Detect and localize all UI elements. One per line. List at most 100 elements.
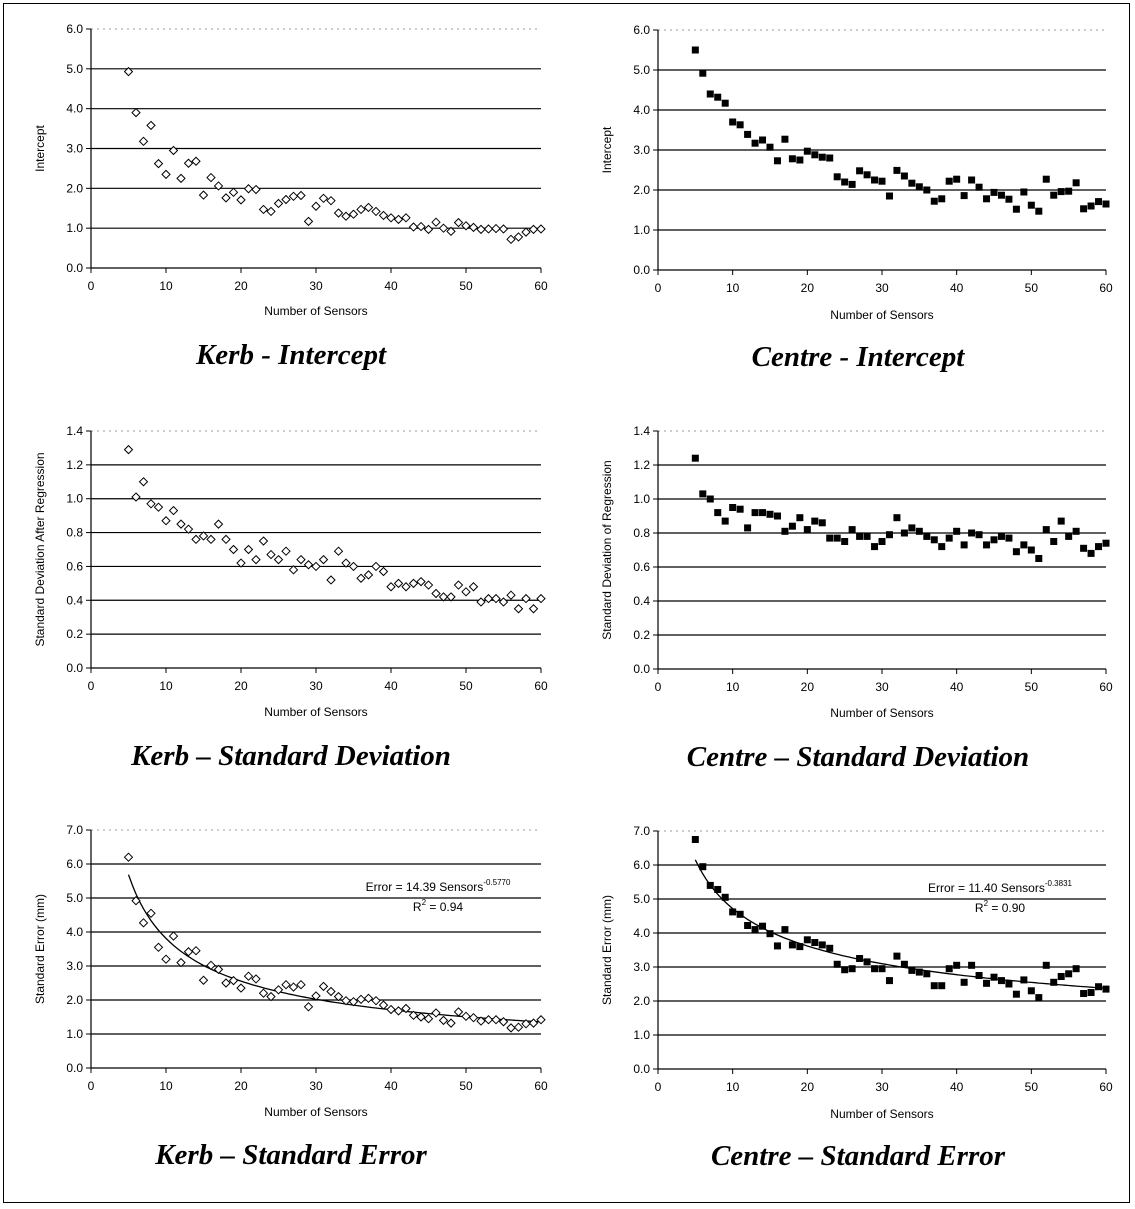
- data-point: [206, 172, 216, 183]
- chart-caption: Centre – Standard Deviation: [687, 741, 1029, 773]
- data-point: [699, 863, 707, 871]
- data-point: [699, 490, 707, 498]
- data-point: [773, 512, 781, 520]
- data-point: [281, 194, 291, 205]
- r-squared-label: R2 = 0.90: [975, 899, 1025, 915]
- y-tick-label: 0.8: [633, 526, 650, 540]
- data-point: [826, 944, 834, 952]
- data-point: [781, 135, 789, 143]
- data-point: [281, 546, 291, 556]
- y-tick-label: 0.0: [633, 263, 650, 277]
- data-point: [498, 224, 509, 234]
- data-point: [506, 234, 516, 245]
- data-point: [1020, 188, 1028, 196]
- data-point: [341, 211, 351, 221]
- data-point: [348, 209, 359, 219]
- chart-panel-6: 0.0 1.0 2.0 3.0 4.0 5.0 6.0 7.0 0 10 20 30 40 50 60 Num…: [600, 824, 1113, 1172]
- data-point: [796, 943, 804, 951]
- data-point: [198, 531, 209, 541]
- data-point: [885, 192, 893, 200]
- data-point: [191, 156, 201, 166]
- data-point: [363, 202, 374, 213]
- data-point: [528, 224, 539, 235]
- data-point: [1057, 517, 1065, 525]
- data-point: [536, 224, 546, 234]
- data-point: [893, 166, 901, 174]
- data-point: [176, 957, 186, 968]
- data-point: [781, 527, 789, 535]
- x-tick-label: 30: [309, 279, 323, 293]
- data-point: [146, 499, 156, 509]
- x-tick-label: 60: [534, 1079, 548, 1093]
- y-tick-label: 0.6: [66, 559, 83, 573]
- data-point: [356, 994, 366, 1005]
- data-point: [326, 575, 336, 585]
- data-point: [393, 214, 404, 225]
- data-point: [341, 558, 351, 568]
- y-tick-label: 0.4: [633, 594, 650, 608]
- chart-caption: Centre – Standard Error: [711, 1140, 1006, 1172]
- data-point: [766, 143, 774, 151]
- y-tick-label: 0.2: [66, 627, 83, 641]
- y-tick-label: 3.0: [66, 959, 83, 973]
- x-tick-label: 60: [1099, 1080, 1113, 1094]
- data-point: [900, 529, 908, 537]
- data-point: [258, 988, 269, 998]
- data-point: [1095, 983, 1103, 991]
- data-point: [706, 495, 714, 503]
- chart-panel-1: 0.0 1.0 2.0 3.0 4.0 5.0 6.0 0 10 20 30 40 50 60 Number…: [33, 22, 548, 371]
- data-point: [953, 527, 961, 535]
- y-tick-label: 0.0: [66, 261, 83, 275]
- data-point: [1065, 532, 1073, 540]
- data-point: [1087, 989, 1095, 996]
- data-point: [960, 978, 968, 986]
- x-tick-label: 10: [726, 680, 740, 694]
- data-point: [266, 991, 276, 1002]
- data-point: [243, 544, 254, 555]
- data-point: [416, 221, 426, 232]
- x-tick-label: 30: [875, 680, 889, 694]
- data-point: [848, 965, 856, 973]
- x-tick-label: 0: [655, 1080, 662, 1094]
- data-point: [476, 597, 486, 607]
- data-point: [311, 201, 321, 211]
- regression-equation: Error = 11.40 Sensors-0.3831: [928, 879, 1073, 895]
- y-tick-label: 3.0: [633, 960, 650, 974]
- x-axis-label: Number of Sensors: [264, 1105, 367, 1119]
- data-point: [408, 1010, 419, 1021]
- y-tick-label: 7.0: [66, 823, 83, 837]
- data-point: [288, 191, 299, 202]
- data-point: [788, 522, 796, 530]
- data-point: [744, 922, 752, 930]
- x-tick-label: 20: [801, 1080, 815, 1094]
- y-tick-label: 1.0: [66, 1027, 83, 1041]
- data-point: [751, 139, 759, 147]
- data-point: [326, 195, 336, 206]
- data-point: [1095, 198, 1103, 206]
- data-point: [1080, 205, 1088, 213]
- data-point: [266, 206, 276, 217]
- y-tick-label: 0.4: [66, 593, 83, 607]
- y-tick-label: 0.0: [633, 1062, 650, 1076]
- data-point: [736, 910, 744, 918]
- data-point: [386, 213, 396, 223]
- data-point: [153, 158, 164, 169]
- data-point: [131, 896, 141, 906]
- data-point: [153, 502, 164, 512]
- data-point: [296, 554, 306, 565]
- data-point: [773, 942, 781, 950]
- data-point: [811, 151, 819, 159]
- data-point: [803, 147, 811, 155]
- data-point: [401, 582, 411, 592]
- data-point: [691, 836, 699, 843]
- data-point: [968, 176, 976, 184]
- data-point: [1012, 205, 1020, 213]
- data-point: [908, 966, 916, 974]
- data-point: [258, 204, 269, 215]
- data-point: [1050, 191, 1058, 199]
- x-tick-label: 60: [534, 279, 548, 293]
- data-point: [273, 198, 284, 209]
- data-point: [453, 1007, 464, 1017]
- data-point: [1042, 526, 1050, 534]
- x-tick-label: 0: [88, 1079, 95, 1093]
